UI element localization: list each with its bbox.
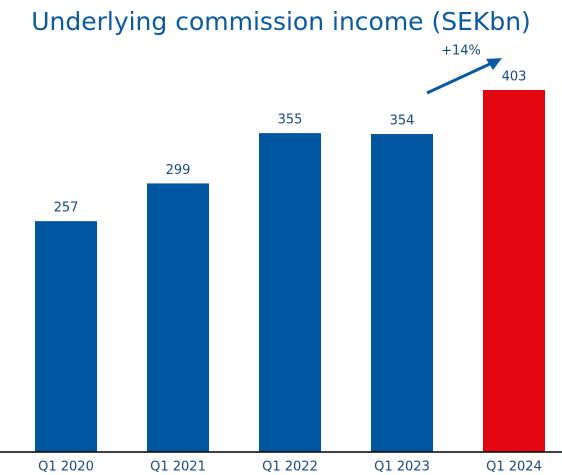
value-label: 299 — [166, 163, 191, 178]
x-tick-label: Q1 2022 — [262, 460, 318, 475]
growth-arrow-head — [486, 58, 502, 70]
x-tick-label: Q1 2024 — [486, 460, 542, 475]
growth-arrow — [426, 61, 493, 95]
value-label: 257 — [54, 201, 79, 216]
x-tick-label: Q1 2023 — [374, 460, 430, 475]
bar — [371, 134, 433, 452]
growth-annotation: +14% — [441, 44, 481, 59]
bar — [35, 221, 97, 452]
chart-title: Underlying commission income (SEKbn) — [31, 7, 531, 36]
bar — [259, 133, 321, 452]
x-tick-label: Q1 2020 — [38, 460, 94, 475]
bar — [483, 90, 545, 452]
value-label: 403 — [502, 70, 527, 85]
x-tick-label: Q1 2021 — [150, 460, 206, 475]
bar — [147, 183, 209, 452]
value-label: 354 — [390, 114, 415, 129]
value-label: 355 — [278, 113, 303, 128]
